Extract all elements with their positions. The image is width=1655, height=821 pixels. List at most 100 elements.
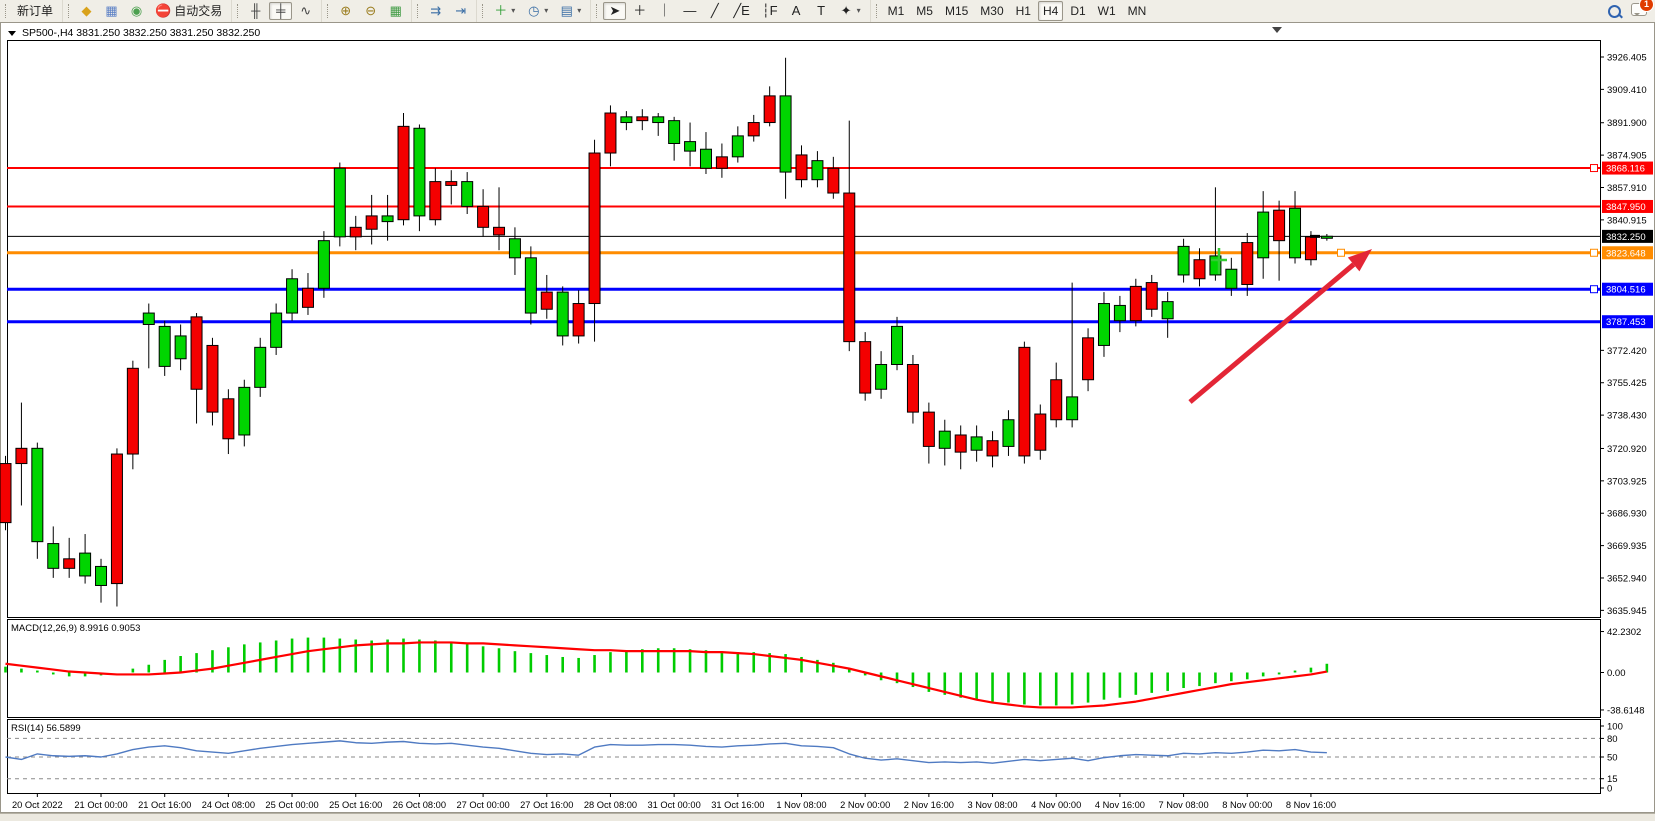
candle[interactable] [31,442,44,559]
candle[interactable] [1129,278,1142,327]
support-line-1[interactable] [7,285,1600,294]
candle[interactable] [699,132,712,174]
candle[interactable] [1050,362,1063,428]
candle[interactable] [875,351,888,399]
navigator-button[interactable]: ◉ [125,2,148,20]
chart-shift-button[interactable]: ⇥ [449,2,472,20]
crosshair-button[interactable]: ＋ [628,2,651,20]
candle[interactable] [1034,404,1047,460]
zoom-in-button[interactable]: ⊕ [334,2,357,20]
candle[interactable] [110,448,123,607]
candle[interactable] [413,124,426,232]
candle[interactable] [747,114,760,142]
tile-windows-button[interactable]: ▦ [384,2,407,20]
candle[interactable] [493,187,506,251]
candle[interactable] [859,332,872,401]
candle[interactable] [95,558,108,603]
candle[interactable] [906,354,919,424]
candle[interactable] [397,113,410,226]
candle[interactable] [954,425,967,470]
candle[interactable] [142,303,155,369]
candle[interactable] [190,313,203,424]
candle[interactable] [508,227,521,275]
notifications-button[interactable]: 1 [1631,0,1654,19]
candle[interactable] [970,425,983,462]
tf-m5-button[interactable]: M5 [911,1,938,21]
candle[interactable] [15,402,28,506]
candle[interactable] [588,139,601,342]
candle[interactable] [684,122,697,167]
macd-panel[interactable] [7,619,1601,718]
candle[interactable] [779,57,792,199]
trend-arrow-annotation[interactable] [1188,249,1372,404]
candle[interactable] [1241,233,1254,296]
tf-w1-button[interactable]: W1 [1093,1,1121,21]
tf-m15-button[interactable]: M15 [940,1,973,21]
candle[interactable] [174,324,187,371]
candle[interactable] [286,269,299,321]
candle[interactable] [0,455,12,531]
candle[interactable] [1273,200,1286,281]
tf-d1-button[interactable]: D1 [1065,1,1090,21]
candle[interactable] [206,337,219,426]
candle[interactable] [238,379,251,447]
tf-h1-button[interactable]: H1 [1011,1,1036,21]
vertical-line-button[interactable]: ｜ [653,2,676,20]
cursor-button[interactable]: ➤ [603,2,627,20]
candle[interactable] [1289,191,1302,264]
fibonacci-button[interactable]: ┆F [757,2,783,20]
candle[interactable] [938,419,951,466]
autotrading-button[interactable]: ⛔ 自动交易 [150,1,227,21]
candle[interactable] [445,170,458,205]
candle[interactable] [270,303,283,355]
candle[interactable] [652,113,665,136]
trendline-button[interactable]: ╱ [703,2,726,20]
candle[interactable] [63,537,76,578]
dropdown-caret-icon[interactable]: ▾ [856,6,861,15]
candle[interactable] [827,156,840,199]
channel-button[interactable]: ╱E [728,2,755,20]
candle[interactable] [429,168,442,226]
candle[interactable] [811,151,824,188]
candle[interactable] [477,189,490,237]
periods-button[interactable]: ◷ ▾ [522,1,553,21]
candle[interactable] [620,111,633,131]
arrows-button[interactable]: ✦ ▾ [835,1,866,21]
candle[interactable] [1225,257,1238,296]
candle[interactable] [572,290,585,344]
candle[interactable] [301,273,314,315]
tf-m1-button[interactable]: M1 [883,1,910,21]
candle[interactable] [604,105,617,167]
candle[interactable] [1082,328,1095,392]
chart-shift-marker-icon[interactable] [1272,27,1282,33]
candle[interactable] [1193,248,1206,287]
candle[interactable] [1257,191,1270,279]
candle[interactable] [636,109,649,131]
data-window-button[interactable]: ▦ [100,2,123,20]
candle[interactable] [668,116,681,161]
candle[interactable] [126,360,139,470]
candle[interactable] [1066,282,1079,428]
candle[interactable] [461,172,474,214]
candle[interactable] [317,231,330,298]
candle[interactable] [349,215,362,251]
tf-h4-button[interactable]: H4 [1037,1,1064,21]
candle[interactable] [1018,341,1031,464]
candle[interactable] [715,143,728,178]
label-button[interactable]: T [810,2,833,20]
candle[interactable] [556,286,569,346]
trade-cross-marker[interactable] [1211,248,1227,274]
candlestick-chart-button[interactable]: ╪ [269,2,293,20]
candle[interactable] [731,126,744,163]
line-handle[interactable] [1590,285,1598,294]
line-handle[interactable] [1590,164,1598,173]
indicators-button[interactable]: ＋ ▾ [489,1,520,21]
candle[interactable] [922,402,935,464]
line-chart-button[interactable]: ∿ [294,2,317,20]
dropdown-caret-icon[interactable]: ▾ [511,6,516,15]
dropdown-caret-icon[interactable]: ▾ [577,6,582,15]
candle[interactable] [254,337,267,397]
zoom-out-button[interactable]: ⊖ [359,2,382,20]
pivot-line[interactable] [7,248,1600,257]
